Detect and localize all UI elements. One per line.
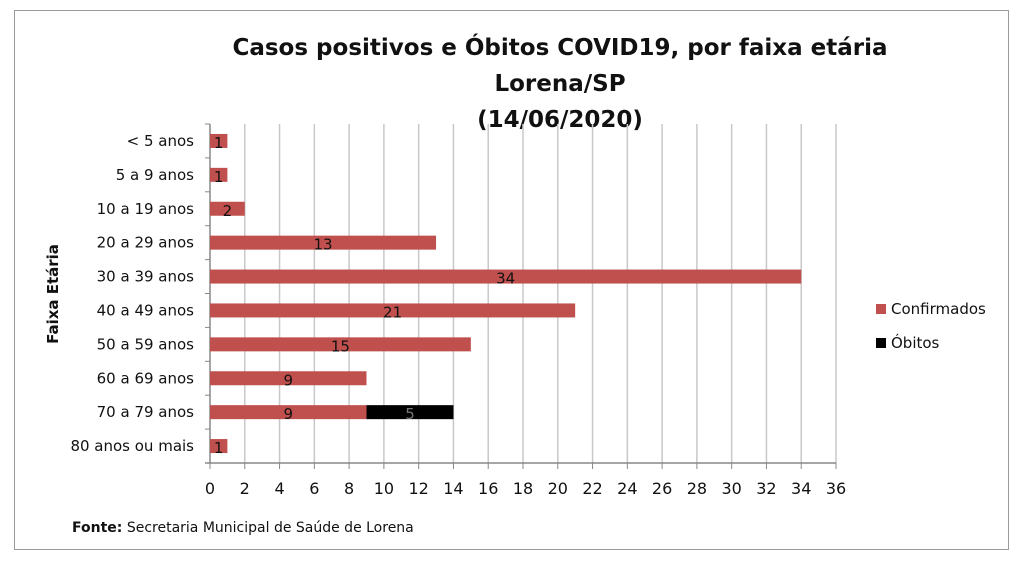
- legend-swatch-1: [876, 338, 886, 348]
- y-tick-label: 10 a 19 anos: [97, 200, 195, 218]
- source-note: Fonte: Secretaria Municipal de Saúde de …: [72, 520, 414, 536]
- data-label: 1: [214, 439, 224, 457]
- bar-confirmados: [210, 303, 576, 318]
- x-tick-label: 10: [374, 479, 394, 498]
- bar-confirmados: [210, 235, 437, 250]
- data-label: 5: [405, 405, 415, 423]
- legend-swatch-0: [876, 304, 886, 314]
- bar-confirmados: [210, 269, 802, 284]
- x-tick-label: 4: [274, 479, 284, 498]
- chart-title-line1: Casos positivos e Óbitos COVID19, por fa…: [232, 35, 888, 97]
- legend-label: Óbitos: [891, 333, 940, 352]
- y-tick-label: 20 a 29 anos: [97, 234, 195, 252]
- x-tick-label: 14: [443, 479, 463, 498]
- x-tick-label: 24: [617, 479, 637, 498]
- chart-title: Casos positivos e Óbitos COVID19, por fa…: [170, 30, 950, 138]
- y-tick-label: 70 a 79 anos: [97, 403, 195, 421]
- data-label: 13: [313, 236, 332, 254]
- y-tick-label: 50 a 59 anos: [97, 335, 195, 353]
- data-label: 34: [496, 270, 515, 288]
- x-tick-label: 18: [513, 479, 533, 498]
- x-tick-label: 22: [582, 479, 602, 498]
- data-label: 9: [283, 371, 293, 389]
- chart-frame: [14, 10, 1009, 550]
- x-tick-label: 34: [791, 479, 811, 498]
- data-label: 9: [283, 405, 293, 423]
- data-label: 1: [214, 134, 224, 152]
- y-axis-title: Faixa Etária: [44, 244, 62, 344]
- source-label: Fonte:: [72, 520, 123, 536]
- y-tick-label: 40 a 49 anos: [97, 301, 195, 319]
- legend-label: Confirmados: [891, 300, 986, 318]
- data-label: 21: [383, 303, 402, 321]
- x-tick-label: 28: [687, 479, 707, 498]
- bar-confirmados: [210, 405, 367, 420]
- bar-confirmados: [210, 337, 471, 352]
- y-tick-label: 30 a 39 anos: [97, 268, 195, 286]
- data-label: 1: [214, 168, 224, 186]
- x-tick-label: 32: [756, 479, 776, 498]
- x-tick-label: 16: [478, 479, 498, 498]
- bar-bitos: [366, 405, 454, 420]
- bar-confirmados: [210, 133, 228, 148]
- x-tick-label: 36: [826, 479, 846, 498]
- source-text: Secretaria Municipal de Saúde de Lorena: [126, 520, 414, 536]
- y-tick-label: < 5 anos: [127, 132, 195, 150]
- x-tick-label: 6: [309, 479, 319, 498]
- data-label: 2: [223, 202, 233, 220]
- x-tick-label: 30: [721, 479, 741, 498]
- data-label: 15: [331, 337, 350, 355]
- x-tick-label: 12: [408, 479, 428, 498]
- y-tick-label: 60 a 69 anos: [97, 369, 195, 387]
- y-tick-label: 80 anos ou mais: [70, 437, 194, 455]
- x-tick-label: 2: [240, 479, 250, 498]
- bar-confirmados: [210, 439, 228, 454]
- x-tick-label: 20: [548, 479, 568, 498]
- x-tick-label: 0: [205, 479, 215, 498]
- bar-confirmados: [210, 167, 228, 182]
- chart-title-line2: (14/06/2020): [477, 107, 643, 133]
- x-tick-label: 8: [344, 479, 354, 498]
- y-tick-label: 5 a 9 anos: [116, 166, 194, 184]
- bar-confirmados: [210, 201, 245, 216]
- x-tick-label: 26: [652, 479, 672, 498]
- bar-confirmados: [210, 371, 367, 386]
